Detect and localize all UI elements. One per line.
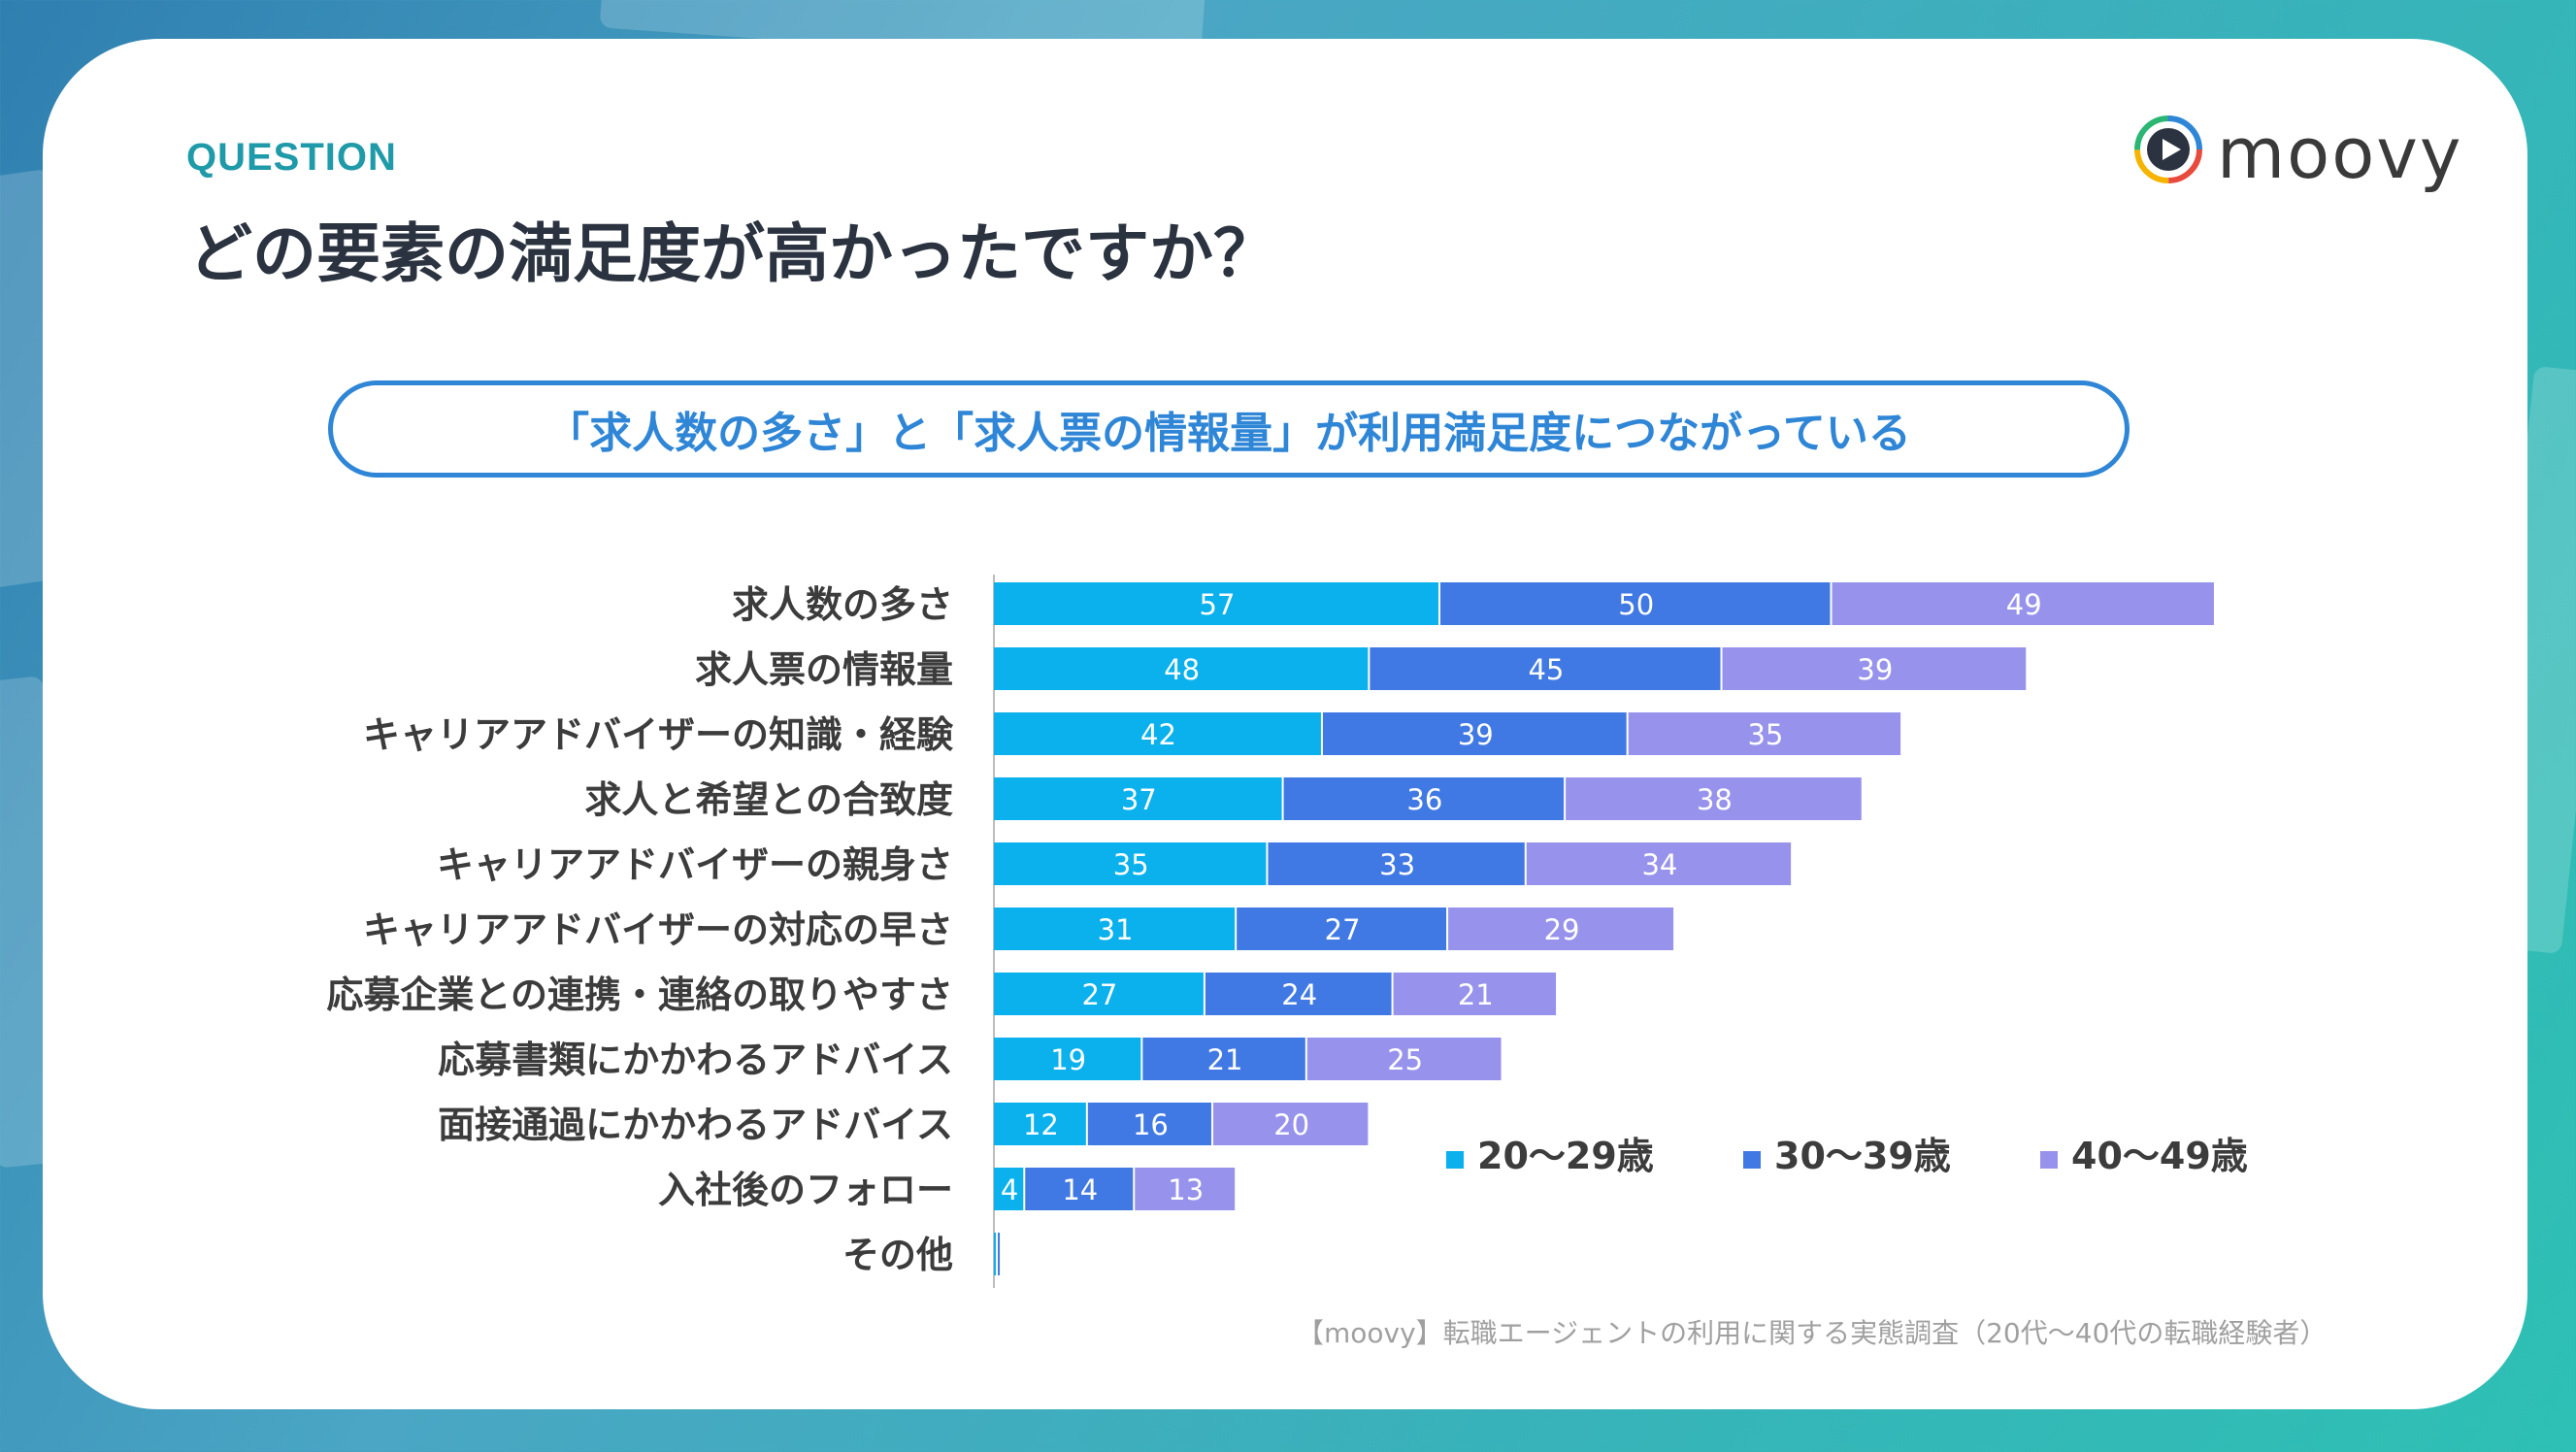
category-label: キャリアアドバイザーの親身さ <box>437 843 953 886</box>
data-label: 39 <box>1857 653 1893 686</box>
bar-segment <box>1142 1038 1305 1080</box>
bar-segment <box>994 1103 1086 1145</box>
category-label: 求人と希望との合致度 <box>584 778 953 821</box>
category-label: 面接通過にかかわるアドバイス <box>438 1104 953 1146</box>
logo-text: moovy <box>2217 113 2463 194</box>
data-label: 39 <box>1458 718 1494 751</box>
bar-segment <box>1135 1168 1236 1210</box>
data-label: 27 <box>1081 978 1117 1011</box>
play-icon <box>2134 116 2202 183</box>
data-label: 42 <box>1140 718 1176 751</box>
legend-label: 40〜49歳 <box>2071 1135 2248 1177</box>
data-label: 38 <box>1697 783 1733 816</box>
bar-segment <box>1237 908 1447 950</box>
category-label: キャリアアドバイザーの知識・経験 <box>363 713 954 756</box>
data-label: 12 <box>1023 1108 1059 1141</box>
data-label: 50 <box>1618 588 1654 621</box>
bar-segment <box>1628 712 1901 755</box>
data-label: 14 <box>1062 1173 1098 1206</box>
legend-swatch <box>2040 1151 2058 1169</box>
bar-segment <box>1448 908 1674 950</box>
data-label: 25 <box>1387 1043 1423 1076</box>
data-label: 13 <box>1168 1173 1204 1206</box>
data-label: 24 <box>1281 978 1317 1011</box>
data-label: 4 <box>1001 1173 1018 1206</box>
category-label: その他 <box>842 1234 953 1276</box>
data-label: 21 <box>1458 978 1494 1011</box>
category-label: キャリアアドバイザーの対応の早さ <box>363 908 953 951</box>
bar-segment <box>1087 1103 1211 1145</box>
data-label: 35 <box>1747 718 1783 751</box>
bar-segment <box>1370 647 1721 690</box>
data-label: 20 <box>1273 1108 1309 1141</box>
bar-segment <box>994 647 1369 690</box>
category-label: 応募書類にかかわるアドバイス <box>438 1039 953 1081</box>
bar-segment <box>998 1233 1001 1275</box>
data-label: 19 <box>1050 1043 1086 1076</box>
bar-segment <box>994 1168 1024 1210</box>
legend-swatch <box>1446 1151 1464 1169</box>
legend-label: 20〜29歳 <box>1477 1135 1654 1177</box>
bar-segment <box>1268 842 1525 885</box>
category-label: 求人数の多さ <box>732 583 953 626</box>
category-label: 求人票の情報量 <box>695 648 953 691</box>
data-label: 29 <box>1544 913 1580 946</box>
bar-segment <box>994 1038 1141 1080</box>
source-note: 【moovy】転職エージェントの利用に関する実態調査（20代〜40代の転職経験者… <box>1297 1317 2328 1349</box>
bar-segment <box>994 1233 997 1275</box>
question-title: どの要素の満足度が高かったですか？ <box>188 216 1277 291</box>
legend-label: 30〜39歳 <box>1774 1135 1951 1177</box>
bar-segment <box>1526 842 1792 885</box>
moovy-logo: moovy <box>2131 109 2460 194</box>
data-label: 34 <box>1641 848 1677 881</box>
bar-segment <box>1832 582 2214 625</box>
bar-segment <box>1322 712 1627 755</box>
legend-swatch <box>1743 1151 1761 1169</box>
data-label: 45 <box>1528 653 1564 686</box>
bar-segment <box>1566 777 1862 820</box>
bar-segment <box>994 973 1204 1015</box>
bar-segment <box>994 777 1282 820</box>
data-label: 36 <box>1406 783 1442 816</box>
data-label: 48 <box>1164 653 1200 686</box>
bar-segment <box>1283 777 1565 820</box>
bar-segment <box>1025 1168 1134 1210</box>
question-label: QUESTION <box>186 136 397 179</box>
data-label: 27 <box>1325 913 1361 946</box>
bar-segment <box>994 582 1438 625</box>
category-label: 応募企業との連携・連絡の取りやすさ <box>326 974 953 1016</box>
data-label: 37 <box>1121 783 1157 816</box>
data-label: 21 <box>1207 1043 1243 1076</box>
data-label: 49 <box>2006 588 2042 621</box>
bar-segment <box>1393 973 1557 1015</box>
bar-segment <box>1205 973 1392 1015</box>
data-label: 16 <box>1133 1108 1169 1141</box>
bar-segment <box>1212 1103 1369 1145</box>
category-label: 入社後のフォロー <box>658 1169 953 1211</box>
bar-segment <box>994 712 1321 755</box>
callout-banner: 「求人数の多さ」と「求人票の情報量」が利用満足度につながっている <box>328 380 2130 478</box>
bar-segment <box>994 842 1267 885</box>
data-label: 31 <box>1098 913 1134 946</box>
bar-segment <box>1306 1038 1502 1080</box>
bar-segment <box>1722 647 2027 690</box>
data-label: 33 <box>1379 848 1415 881</box>
data-label: 57 <box>1200 588 1236 621</box>
bar-segment <box>994 908 1236 950</box>
bar-segment <box>1439 582 1831 625</box>
data-label: 35 <box>1113 848 1149 881</box>
